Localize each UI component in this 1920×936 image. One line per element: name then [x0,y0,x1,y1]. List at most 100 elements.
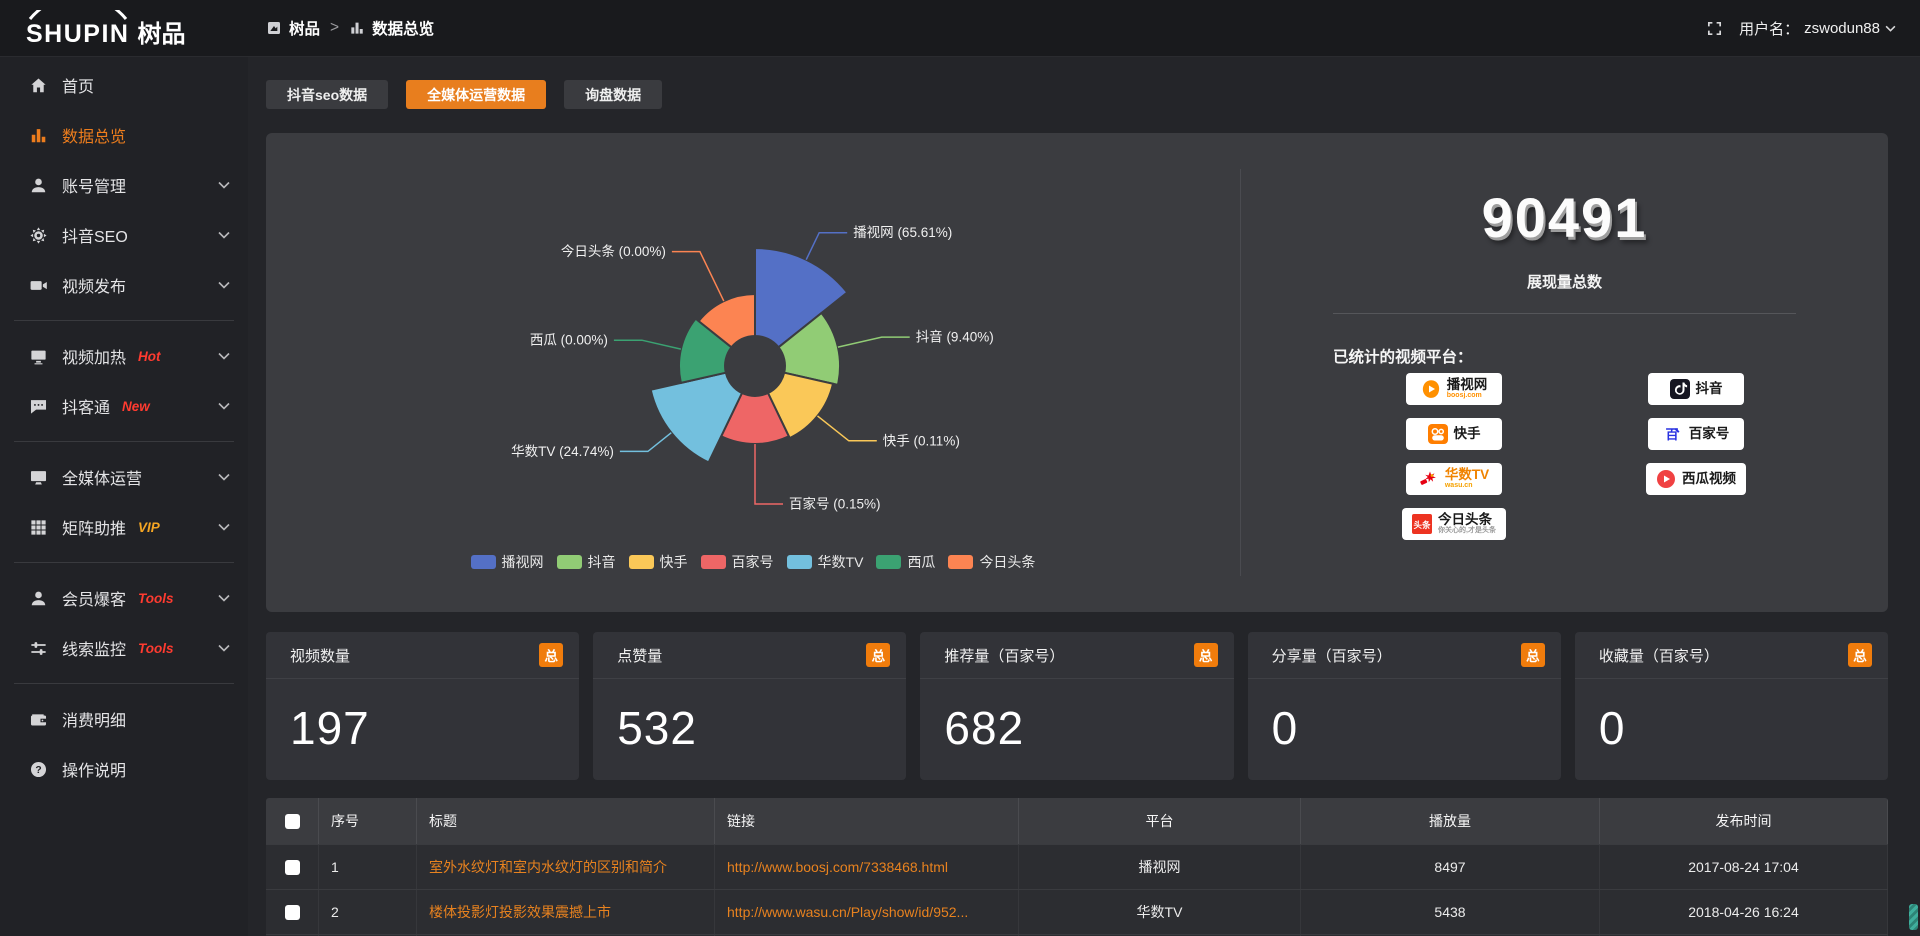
pie-label-华数TV: 华数TV (24.74%) [511,444,614,459]
sidebar-item-label: 账号管理 [62,179,127,196]
video-table: 序号 标题 链接 平台 播放量 发布时间 1 室外水纹灯和室内水纹灯的区别和简介 http://… [266,798,1888,936]
sidebar-item-全媒体运营[interactable]: 全媒体运营 [0,452,248,502]
pie-slice-今日头条[interactable] [697,292,756,349]
sidebar-item-tag: New [122,398,150,414]
summary-divider [1333,313,1796,314]
platform-badge-西瓜视频[interactable]: 西瓜视频 [1646,463,1746,495]
chevron-down-icon [218,231,230,239]
legend-item-百家号[interactable]: 百家号 [700,552,774,572]
sidebar-item-视频加热[interactable]: 视频加热 Hot [0,331,248,381]
platform-badge-今日头条[interactable]: 头条 今日头条 你关心的,才是头条 [1402,508,1506,540]
sidebar-item-操作说明[interactable]: ? 操作说明 [0,744,248,794]
total-impressions-label: 展现量总数 [1526,274,1602,291]
topbar-right: 用户名： zswodun88 [1706,18,1896,39]
video-icon [28,275,48,295]
legend-swatch [700,555,726,569]
pie-label-line [619,432,672,453]
table-header-序号: 序号 [319,798,417,844]
username-label: 用户名： [1739,20,1800,38]
pie-slice-播视网[interactable] [754,246,849,349]
table-header-平台: 平台 [1019,798,1301,844]
sidebar-item-数据总览[interactable]: 数据总览 [0,110,248,160]
user-menu[interactable]: 用户名： zswodun88 [1739,18,1896,39]
sidebar-divider [14,320,234,321]
floating-widget[interactable] [1909,904,1918,930]
sidebar-item-矩阵助推[interactable]: 矩阵助推 VIP [0,502,248,552]
sidebar-item-视频发布[interactable]: 视频发布 [0,260,248,310]
platform-subtext: wasu.cn [1444,482,1473,490]
sidebar-item-抖音SEO[interactable]: 抖音SEO [0,210,248,260]
row-checkbox[interactable] [284,859,300,875]
legend-label: 抖音 [587,554,616,570]
legend-item-快手[interactable]: 快手 [628,552,688,572]
row-checkbox[interactable] [284,813,300,829]
pie-slice-快手[interactable] [766,371,835,440]
platform-badge-播视网[interactable]: 播视网 boosj.com [1406,373,1502,405]
sidebar-item-tag: Tools [138,640,174,656]
table-header-链接: 链接 [715,798,1019,844]
tab-全媒体运营数据[interactable]: 全媒体运营数据 [406,80,547,109]
platform-badge-百家号[interactable]: 百百家号 [1648,418,1744,450]
sidebar-item-label: 消费明细 [62,713,127,730]
legend-label: 华数TV [817,554,864,570]
sidebar-item-label: 数据总览 [62,129,127,146]
legend-item-今日头条[interactable]: 今日头条 [948,552,1035,572]
stat-card-value: 0 [1598,702,1626,754]
platform-badges-left: 播视网 boosj.com 快手华数TV wasu.cn 头条 今日头条 你关心的,才是头条 [1359,373,1549,540]
pie-slice-百家号[interactable] [719,391,791,446]
table-row[interactable]: 2 楼体投影灯投影效果震撼上市 http://www.wasu.cn/Play/sh… [266,890,1888,935]
sidebar-divider [14,562,234,563]
total-badge[interactable]: 总 [1848,643,1873,667]
sidebar-item-label: 矩阵助推 [62,521,127,538]
sidebar-item-label: 视频发布 [62,279,127,296]
chevron-down-icon [218,523,230,531]
table-cell-platform: 华数TV [1019,890,1301,934]
member-icon [28,588,48,608]
sidebar-item-label: 全媒体运营 [62,471,143,488]
sidebar-item-线索监控[interactable]: 线索监控 Tools [0,623,248,673]
pie-slice-华数TV[interactable] [649,371,744,464]
table-cell-time: 2017-08-24 17:04 [1600,845,1888,889]
gear-icon [28,225,48,245]
legend-item-抖音[interactable]: 抖音 [556,552,616,572]
row-checkbox[interactable] [284,904,300,920]
total-badge[interactable]: 总 [1193,643,1218,667]
legend-item-播视网[interactable]: 播视网 [470,552,544,572]
pie-slice-西瓜[interactable] [678,317,733,385]
legend-item-华数TV[interactable]: 华数TV [786,552,864,572]
breadcrumb-item-home[interactable]: 树品 [289,21,321,38]
platform-badge-抖音[interactable]: 抖音 [1648,373,1744,405]
sidebar: 首页数据总览账号管理抖音SEO 视频发布视频加热 Hot 抖客通 New 全媒体运营矩阵助… [0,56,248,936]
tab-询盘数据[interactable]: 询盘数据 [564,80,663,109]
tab-抖音seo数据[interactable]: 抖音seo数据 [266,80,389,109]
total-badge[interactable]: 总 [539,643,564,667]
sidebar-item-会员爆客[interactable]: 会员爆客 Tools [0,573,248,623]
breadcrumb-item-current[interactable]: 数据总览 [372,21,435,38]
legend-item-西瓜[interactable]: 西瓜 [876,552,935,572]
table-row[interactable]: 1 室外水纹灯和室内水纹灯的区别和简介 http://www.boosj.com/7… [266,845,1888,890]
legend-swatch [786,555,812,569]
table-header-row: 序号 标题 链接 平台 播放量 发布时间 [266,798,1888,845]
table-header-播放量: 播放量 [1301,798,1600,844]
pie-label-line [754,444,783,505]
sidebar-item-抖客通[interactable]: 抖客通 New [0,381,248,431]
overview-panel: 播视网 (65.61%) 抖音 (9.40%) 快手 (0.11%) 百家号 (0.1… [266,133,1888,612]
fullscreen-icon[interactable] [1706,20,1723,37]
platform-badge-快手[interactable]: 快手 [1406,418,1502,450]
sidebar-item-label: 线索监控 [62,642,127,659]
total-badge[interactable]: 总 [1520,643,1545,667]
chat-icon [28,396,48,416]
sidebar-item-tag: Hot [138,348,161,364]
platform-badge-华数TV[interactable]: 华数TV wasu.cn [1406,463,1502,495]
sidebar-item-首页[interactable]: 首页 [0,60,248,110]
help-icon: ? [28,759,48,779]
sidebar-item-账号管理[interactable]: 账号管理 [0,160,248,210]
sidebar-item-消费明细[interactable]: 消费明细 [0,694,248,744]
stat-card-分享量（百家号）: 分享量（百家号） 总 0 [1247,632,1561,780]
pie-slice-抖音[interactable] [777,311,841,387]
stat-card-视频数量: 视频数量 总 197 [266,632,580,780]
total-badge[interactable]: 总 [866,643,891,667]
app-logo[interactable]: SHUPIN 树品 [0,9,248,47]
stat-card-title: 视频数量 [290,647,351,665]
sidebar-item-label: 操作说明 [62,763,127,780]
